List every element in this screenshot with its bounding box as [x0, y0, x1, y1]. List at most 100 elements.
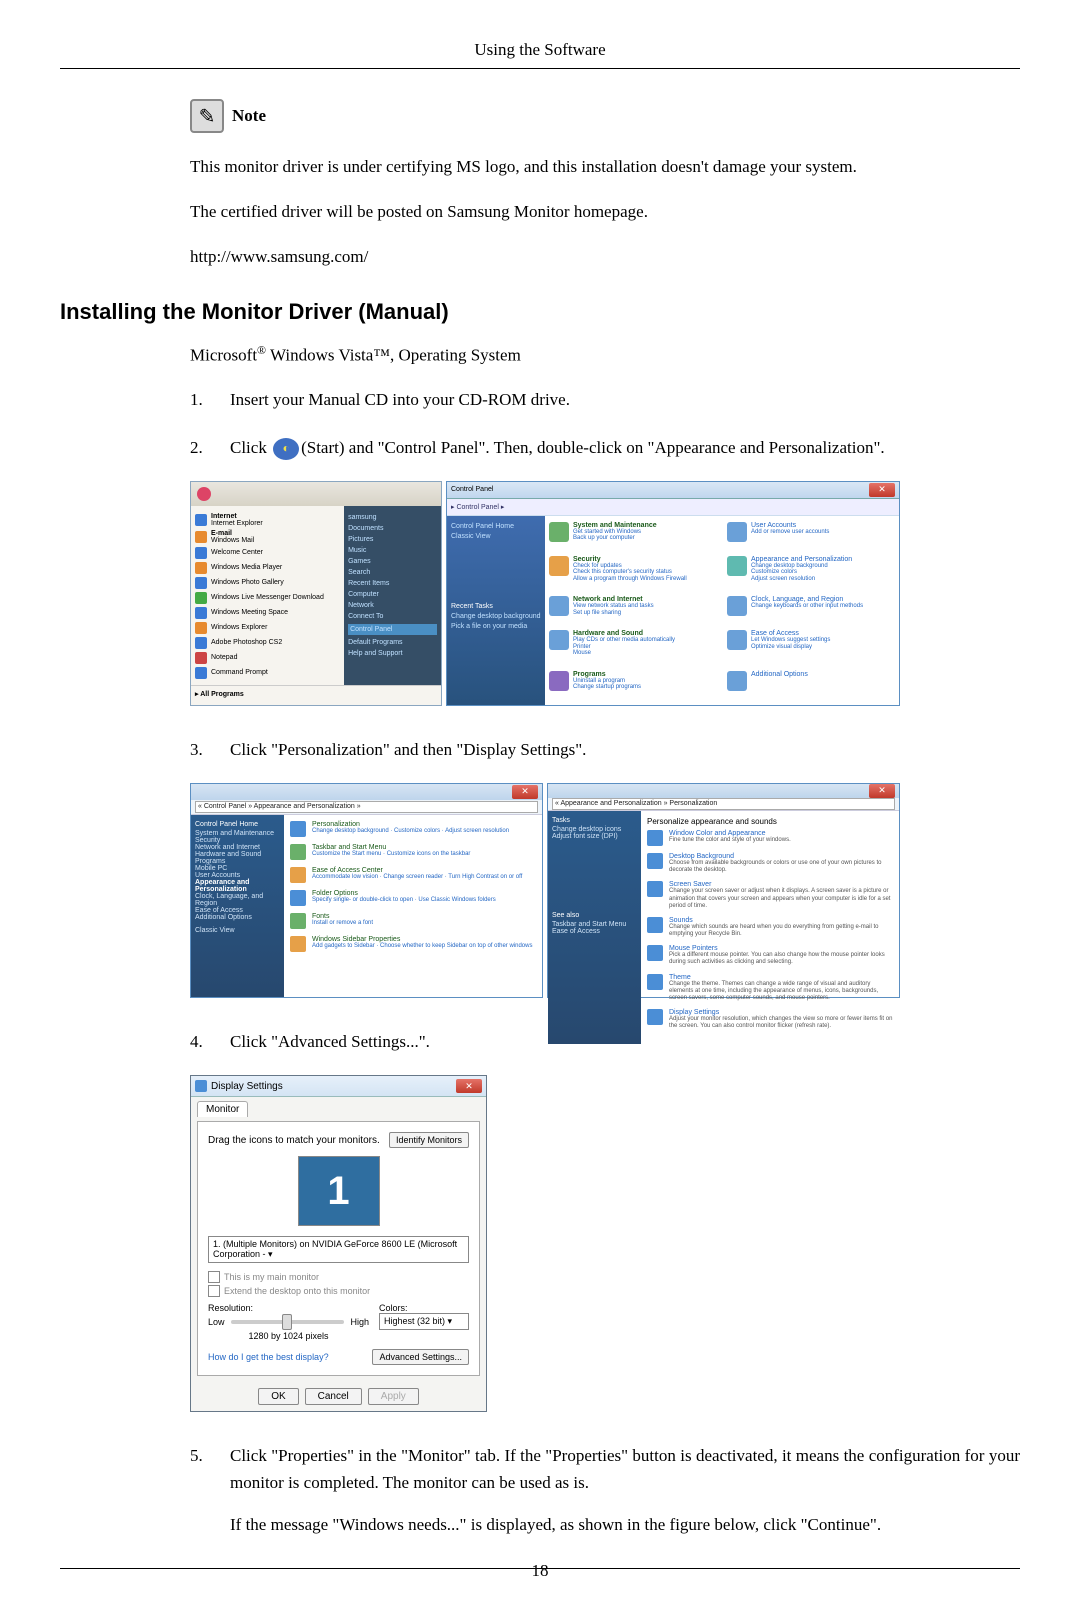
all-programs[interactable]: ▸ All Programs — [191, 685, 441, 706]
side-nav-item[interactable]: Network and Internet — [195, 844, 280, 851]
start-right-item[interactable]: Documents — [348, 525, 437, 532]
cancel-button[interactable]: Cancel — [305, 1388, 362, 1405]
recent-task[interactable]: Change desktop background — [451, 613, 541, 620]
control-panel-window: Control Panel ✕ ▸ Control Panel ▸ Contro… — [446, 481, 900, 706]
appearance-item[interactable]: FontsInstall or remove a font — [290, 913, 536, 929]
personalize-item[interactable]: SoundsChange which sounds are heard when… — [647, 917, 893, 938]
cp-category[interactable]: Network and InternetView network status … — [549, 596, 717, 624]
start-right-item[interactable]: Recent Items — [348, 580, 437, 587]
personalize-item[interactable]: Window Color and AppearanceFine tune the… — [647, 830, 893, 846]
personalize-item[interactable]: Screen SaverChange your screen saver or … — [647, 881, 893, 910]
personalize-item[interactable]: ThemeChange the theme. Themes can change… — [647, 974, 893, 1003]
cp-category[interactable]: Clock, Language, and RegionChange keyboa… — [727, 596, 895, 624]
start-right-item[interactable]: Games — [348, 558, 437, 565]
colors-select[interactable]: Highest (32 bit) ▾ — [379, 1313, 469, 1330]
side-nav-item[interactable]: Ease of Access — [195, 907, 280, 914]
start-item[interactable]: Notepad — [195, 652, 340, 664]
side-nav-item[interactable]: Appearance and Personalization — [195, 879, 280, 893]
start-right-item[interactable]: Music — [348, 547, 437, 554]
personalize-item[interactable]: Mouse PointersPick a different mouse poi… — [647, 945, 893, 966]
step-2-text: Click ◐(Start) and "Control Panel". Then… — [230, 434, 1020, 461]
start-right-item[interactable]: Control Panel — [348, 624, 437, 635]
breadcrumb[interactable]: « Appearance and Personalization » Perso… — [552, 798, 895, 810]
appearance-item[interactable]: PersonalizationChange desktop background… — [290, 821, 536, 837]
start-icon[interactable] — [197, 487, 211, 501]
cp-category[interactable]: ProgramsUninstall a programChange startu… — [549, 671, 717, 699]
start-right-item[interactable]: Help and Support — [348, 650, 437, 657]
task-link[interactable]: Change desktop icons — [552, 826, 637, 833]
close-icon[interactable]: ✕ — [512, 785, 538, 799]
help-link[interactable]: How do I get the best display? — [208, 1352, 329, 1362]
cp-breadcrumb[interactable]: ▸ Control Panel ▸ — [447, 499, 899, 516]
start-item[interactable]: Windows Meeting Space — [195, 607, 340, 619]
close-icon[interactable]: ✕ — [869, 784, 895, 798]
cp-category[interactable]: SecurityCheck for updatesCheck this comp… — [549, 556, 717, 591]
monitor-tab[interactable]: Monitor — [197, 1101, 248, 1117]
start-item-email[interactable]: E-mailWindows Mail — [195, 530, 340, 544]
start-item[interactable]: Command Prompt — [195, 667, 340, 679]
start-item[interactable]: Adobe Photoshop CS2 — [195, 637, 340, 649]
cp-category[interactable]: Hardware and SoundPlay CDs or other medi… — [549, 630, 717, 665]
monitor-select[interactable]: 1. (Multiple Monitors) on NVIDIA GeForce… — [208, 1236, 469, 1263]
cp-category[interactable]: User AccountsAdd or remove user accounts — [727, 522, 895, 550]
breadcrumb[interactable]: « Control Panel » Appearance and Persona… — [195, 801, 538, 813]
note-icon: ✎ — [190, 99, 224, 133]
start-right-item[interactable]: Connect To — [348, 613, 437, 620]
side-nav-item[interactable]: System and Maintenance — [195, 830, 280, 837]
resolution-label: Resolution: — [208, 1303, 369, 1313]
start-item[interactable]: Welcome Center — [195, 547, 340, 559]
advanced-settings-button[interactable]: Advanced Settings... — [372, 1349, 469, 1365]
side-nav-item[interactable]: Hardware and Sound — [195, 851, 280, 858]
cp-category[interactable]: Additional Options — [727, 671, 895, 699]
ok-button[interactable]: OK — [258, 1388, 298, 1405]
start-right-item[interactable]: samsung — [348, 514, 437, 521]
start-item[interactable]: Windows Live Messenger Download — [195, 592, 340, 604]
resolution-slider[interactable] — [231, 1320, 345, 1324]
cp-category[interactable]: Ease of AccessLet Windows suggest settin… — [727, 630, 895, 665]
apply-button[interactable]: Apply — [368, 1388, 419, 1405]
side-nav-item[interactable]: Clock, Language, and Region — [195, 893, 280, 907]
see-also-link[interactable]: Taskbar and Start Menu — [552, 921, 637, 928]
start-item[interactable]: Windows Photo Gallery — [195, 577, 340, 589]
start-right-item[interactable]: Computer — [348, 591, 437, 598]
tm-symbol: ™ — [373, 345, 390, 364]
close-icon[interactable]: ✕ — [869, 483, 895, 497]
appearance-item[interactable]: Folder OptionsSpecify single- or double-… — [290, 890, 536, 906]
start-menu-panel: InternetInternet Explorer E-mailWindows … — [190, 481, 442, 706]
cp-category[interactable]: Appearance and PersonalizationChange des… — [727, 556, 895, 591]
side-nav-item[interactable]: Mobile PC — [195, 865, 280, 872]
identify-monitors-button[interactable]: Identify Monitors — [389, 1132, 469, 1148]
os-pre: Microsoft — [190, 345, 257, 364]
main-monitor-checkbox[interactable] — [208, 1271, 220, 1283]
side-nav-item[interactable]: Additional Options — [195, 914, 280, 921]
side-nav-item[interactable]: Security — [195, 837, 280, 844]
classic-view-link[interactable]: Classic View — [451, 533, 541, 540]
start-item[interactable]: Windows Media Player — [195, 562, 340, 574]
section-title: Installing the Monitor Driver (Manual) — [60, 299, 1020, 325]
close-icon[interactable]: ✕ — [456, 1079, 482, 1093]
start-right-item[interactable]: Search — [348, 569, 437, 576]
side-nav-item[interactable]: User Accounts — [195, 872, 280, 879]
appearance-item[interactable]: Taskbar and Start MenuCustomize the Star… — [290, 844, 536, 860]
cp-category[interactable]: System and MaintenanceGet started with W… — [549, 522, 717, 550]
start-item[interactable]: Windows Explorer — [195, 622, 340, 634]
start-right-item[interactable]: Default Programs — [348, 639, 437, 646]
side-nav-item[interactable]: Programs — [195, 858, 280, 865]
step-4-text: Click "Advanced Settings...". — [230, 1028, 1020, 1055]
step-2-post: (Start) and "Control Panel". Then, doubl… — [301, 438, 885, 457]
extend-desktop-checkbox[interactable] — [208, 1285, 220, 1297]
recent-task[interactable]: Pick a file on your media — [451, 623, 541, 630]
appearance-item[interactable]: Windows Sidebar PropertiesAdd gadgets to… — [290, 936, 536, 952]
start-item-internet[interactable]: InternetInternet Explorer — [195, 513, 340, 527]
start-right-item[interactable]: Network — [348, 602, 437, 609]
classic-view-link[interactable]: Classic View — [195, 927, 280, 934]
personalize-item[interactable]: Desktop BackgroundChoose from available … — [647, 853, 893, 874]
see-also-link[interactable]: Ease of Access — [552, 928, 637, 935]
note-label: Note — [232, 106, 266, 126]
task-link[interactable]: Adjust font size (DPI) — [552, 833, 637, 840]
monitor-preview[interactable]: 1 — [298, 1156, 380, 1226]
step-2-num: 2. — [190, 434, 230, 461]
appearance-item[interactable]: Ease of Access CenterAccommodate low vis… — [290, 867, 536, 883]
cp-home-link[interactable]: Control Panel Home — [451, 523, 541, 530]
start-right-item[interactable]: Pictures — [348, 536, 437, 543]
